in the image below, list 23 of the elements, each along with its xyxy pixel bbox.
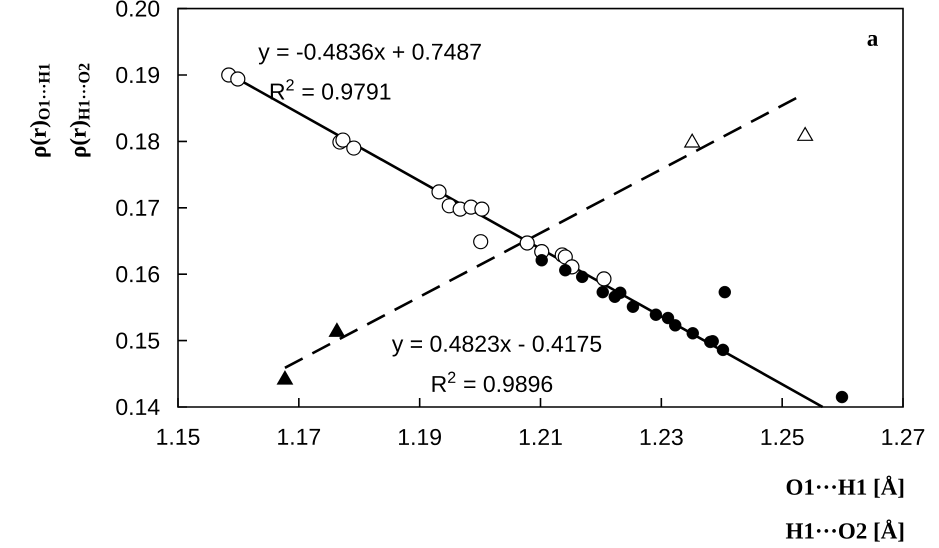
y-tick-label: 0.18 [116, 133, 160, 150]
x-tick-label: 1.19 [399, 428, 441, 446]
x-axis-title: O1···H1 [Å] [786, 476, 904, 498]
text: ρ(r)$_{H1···O2}$ [70, 64, 91, 157]
x-tick-label: 1.25 [762, 428, 804, 446]
x-tick-label: 1.27 [882, 428, 924, 445]
x-tick-label: 1.23 [640, 428, 683, 446]
x-tick-label: 1.15 [157, 428, 200, 445]
y-tick-label: 0.20 [116, 0, 160, 17]
annotation: y = 0.4823x - 0.4175 [392, 336, 602, 356]
annotation: R$^{2}$ = 0.9896 [432, 372, 552, 392]
y-tick-label: 0.19 [116, 66, 160, 84]
y-tick-label: 0.14 [116, 398, 160, 416]
y-tick-label: 0.15 [116, 332, 160, 349]
y-tick-label: 0.16 [116, 266, 160, 282]
x-tick-label: 1.21 [520, 428, 562, 445]
text: H1···O2 [Å] [786, 519, 904, 542]
annotation: R$^{2}$ = 0.9791 [270, 79, 390, 100]
annotation: y = -0.4836x + 0.7487 [258, 44, 481, 64]
x-tick-label: 1.17 [278, 428, 320, 445]
annotation: a [868, 34, 878, 46]
y-axis-title: ρ(r)$_{O1···H1}$ [30, 64, 51, 157]
y-tick-label: 0.17 [116, 200, 159, 216]
